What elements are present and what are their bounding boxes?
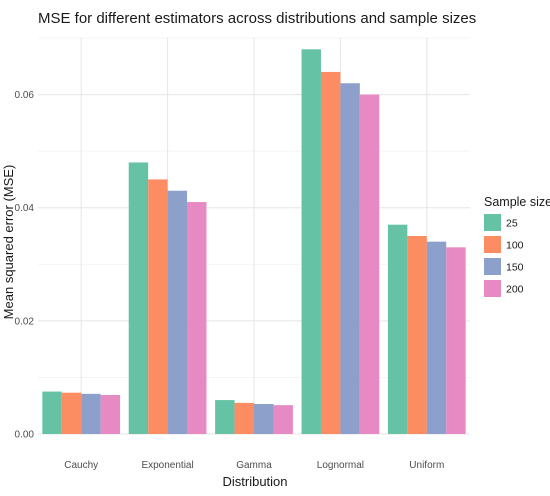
legend-swatch (484, 258, 501, 275)
bar (100, 394, 121, 434)
y-axis-title: Mean squared error (MSE) (1, 165, 16, 320)
legend-label: 100 (506, 240, 524, 252)
bar (42, 391, 62, 434)
bar (407, 236, 427, 434)
x-tick-label: Cauchy (64, 460, 98, 471)
x-axis-ticks: Cauchy Exponential Gamma Lognormal Uniform (64, 460, 444, 471)
bars (42, 49, 466, 435)
bar (167, 190, 188, 434)
bar (387, 224, 408, 434)
bar (234, 402, 254, 434)
bar (446, 247, 466, 434)
bar (301, 49, 321, 435)
bar (273, 405, 293, 434)
bar (215, 400, 235, 434)
bar (81, 393, 101, 434)
y-axis-ticks: 0.00 0.02 0.04 0.06 (15, 90, 35, 440)
x-tick-label: Exponential (141, 460, 193, 471)
legend-label: 200 (506, 284, 524, 296)
bar (359, 94, 380, 434)
legend-label: 150 (506, 262, 524, 274)
bar (340, 83, 360, 434)
x-tick-label: Uniform (409, 460, 444, 471)
legend-label: 25 (506, 218, 518, 230)
legend-swatch (484, 280, 501, 297)
legend-swatch (484, 214, 501, 231)
legend-title: Sample size (484, 195, 550, 209)
bar (187, 202, 207, 434)
x-axis-title: Distribution (222, 474, 287, 489)
chart-title: MSE for different estimators across dist… (38, 10, 476, 27)
bar (320, 71, 341, 434)
y-tick-label: 0.04 (15, 203, 35, 214)
bar (426, 241, 447, 434)
y-tick-label: 0.02 (15, 316, 35, 327)
bar (128, 162, 149, 434)
y-tick-label: 0.00 (15, 430, 35, 441)
x-tick-label: Gamma (236, 460, 272, 471)
x-tick-label: Lognormal (317, 460, 364, 471)
y-tick-label: 0.06 (15, 90, 35, 101)
legend-swatch (484, 236, 501, 253)
legend: Sample size 25 100 150 200 (484, 195, 550, 297)
bar (254, 404, 274, 434)
bar (61, 392, 82, 434)
bar (148, 179, 168, 434)
